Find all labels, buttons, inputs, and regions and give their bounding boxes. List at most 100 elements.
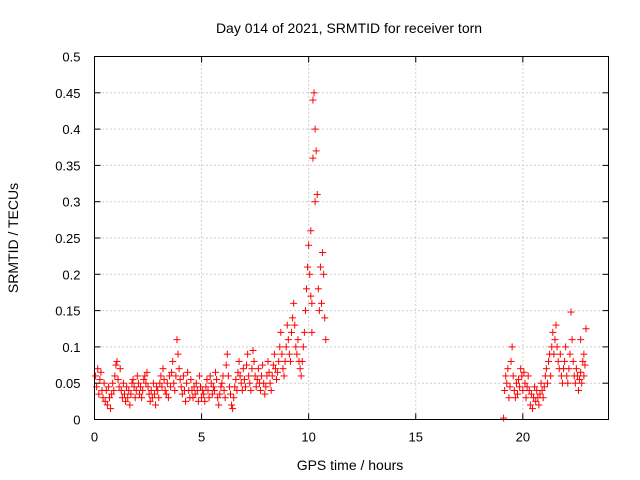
data-point [523, 383, 531, 391]
data-point [156, 379, 164, 387]
data-point [204, 386, 212, 394]
data-point [314, 285, 322, 293]
data-point [537, 379, 545, 387]
y-tick-label: 0.25 [55, 231, 80, 246]
data-point [501, 386, 509, 394]
data-point [126, 401, 134, 409]
data-point [516, 383, 524, 391]
data-point [275, 357, 283, 365]
data-point [547, 372, 555, 380]
y-tick-label: 0.35 [55, 158, 80, 173]
data-point [120, 390, 128, 398]
data-point [582, 325, 590, 333]
data-point [195, 372, 203, 380]
data-point [573, 372, 581, 380]
data-point [216, 390, 224, 398]
data-point [187, 376, 195, 384]
data-point [247, 386, 255, 394]
data-point [521, 379, 529, 387]
data-point [159, 365, 167, 373]
data-point [212, 368, 220, 376]
chart-title: Day 014 of 2021, SRMTID for receiver tor… [216, 20, 482, 36]
data-point [542, 365, 550, 373]
data-point [133, 372, 141, 380]
data-point [507, 357, 515, 365]
data-point [137, 383, 145, 391]
data-point [104, 383, 112, 391]
data-point [296, 365, 304, 373]
data-point [170, 379, 178, 387]
data-point [207, 379, 215, 387]
data-point [519, 386, 527, 394]
data-point [178, 390, 186, 398]
data-point [267, 386, 275, 394]
data-point [539, 394, 547, 402]
data-point [313, 190, 321, 198]
data-point [565, 365, 573, 373]
data-point [144, 383, 152, 391]
data-point [569, 357, 577, 365]
data-point [140, 376, 148, 384]
y-axis-label: SRMTID / TECUs [5, 183, 21, 293]
data-point [308, 328, 316, 336]
data-point [150, 390, 158, 398]
data-point [549, 328, 557, 336]
data-point [254, 365, 262, 373]
data-point [271, 365, 279, 373]
data-point [273, 376, 281, 384]
data-point [110, 386, 118, 394]
x-tick-label: 10 [301, 430, 315, 445]
data-point [116, 365, 124, 373]
data-point [202, 383, 210, 391]
data-point [165, 372, 173, 380]
data-point [277, 328, 285, 336]
data-point [240, 376, 248, 384]
data-point [276, 343, 284, 351]
y-tick-label: 0.15 [55, 304, 80, 319]
data-point [117, 386, 125, 394]
data-point [221, 394, 229, 402]
data-point [578, 379, 586, 387]
data-point [284, 336, 292, 344]
data-point [168, 368, 176, 376]
data-point [108, 390, 116, 398]
data-point [538, 386, 546, 394]
y-tick-label: 0 [73, 413, 80, 428]
data-point [147, 386, 155, 394]
data-point [517, 365, 525, 373]
data-point [174, 350, 182, 358]
data-point [270, 350, 278, 358]
data-point [206, 372, 214, 380]
data-point [260, 379, 268, 387]
data-point [259, 361, 267, 369]
data-point [274, 368, 282, 376]
data-point [138, 394, 146, 402]
data-point [250, 357, 258, 365]
data-point [226, 390, 234, 398]
data-point [210, 386, 218, 394]
data-point [217, 383, 225, 391]
data-point [179, 372, 187, 380]
data-point [223, 350, 231, 358]
data-point [299, 343, 307, 351]
data-point [554, 357, 562, 365]
data-point [525, 386, 533, 394]
data-point [122, 397, 130, 405]
data-point [143, 368, 151, 376]
data-point [543, 379, 551, 387]
data-point [289, 314, 297, 322]
data-point [237, 379, 245, 387]
data-point [563, 372, 571, 380]
data-point [532, 397, 540, 405]
data-point [222, 361, 230, 369]
data-point [545, 357, 553, 365]
axes: 0 0.05 0.1 0.15 0.2 0.25 0.3 0.35 0.4 0.45 0.5 0 5 10… [55, 50, 609, 445]
data-point [571, 379, 579, 387]
y-tick-label: 0.5 [62, 50, 80, 65]
data-point [318, 299, 326, 307]
data-point [194, 397, 202, 405]
data-point [577, 368, 585, 376]
data-point [268, 372, 276, 380]
x-tick-label: 0 [91, 430, 98, 445]
data-point [286, 357, 294, 365]
